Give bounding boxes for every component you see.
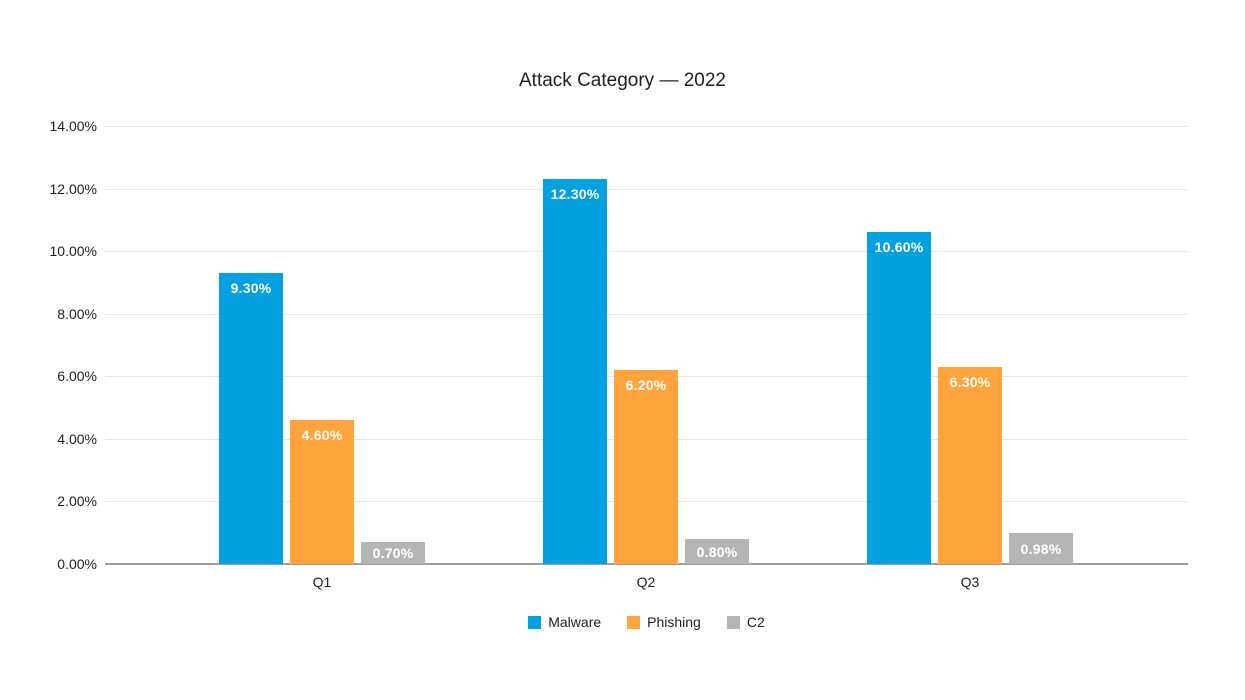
y-axis-tick-label: 6.00% (57, 368, 97, 385)
c2-bar-q1: 0.70% (361, 542, 425, 564)
gridline (105, 251, 1188, 253)
malware-bar-q2: 12.30% (543, 179, 607, 564)
bar-value-label: 10.60% (874, 239, 924, 255)
x-axis-line (105, 563, 1188, 565)
gridline (105, 313, 1188, 315)
bar-value-label: 0.70% (372, 545, 414, 561)
legend: Malware Phishing C2 (105, 614, 1188, 630)
legend-item-malware: Malware (528, 614, 601, 630)
legend-label: C2 (746, 614, 765, 630)
plot-area: 9.30% 4.60% 0.70% 12.30% 6.20% 0.80% 10.60% 6.3… (105, 126, 1188, 565)
x-axis-category-labels: Q1 Q2 Q3 (105, 574, 1188, 594)
bar-value-label: 6.30% (949, 374, 991, 390)
y-axis-tick-label: 2.00% (57, 493, 97, 510)
x-axis-category-label: Q1 (312, 574, 332, 590)
bar-value-label: 0.80% (696, 543, 738, 560)
bar-value-label: 4.60% (301, 427, 343, 443)
x-axis-category-label: Q3 (960, 574, 980, 590)
legend-item-phishing: Phishing (627, 614, 701, 630)
x-axis-category-label: Q2 (636, 574, 656, 590)
malware-bar-q1: 9.30% (219, 273, 283, 564)
gridline (105, 126, 1188, 127)
bar-value-label: 0.98% (1020, 540, 1062, 557)
malware-bar-q3: 10.60% (867, 232, 931, 564)
phishing-bar-q1: 4.60% (290, 420, 354, 564)
y-axis-tick-label: 12.00% (49, 180, 97, 197)
bar-group-q2: 12.30% 6.20% 0.80% (543, 179, 749, 564)
bar-group-q1: 9.30% 4.60% 0.70% (219, 273, 425, 564)
y-axis-tick-label: 0.00% (57, 556, 97, 572)
y-axis-tick-label: 14.00% (49, 118, 97, 134)
legend-swatch-icon (528, 615, 542, 629)
y-axis-tick-label: 4.00% (57, 430, 97, 447)
bar-value-label: 6.20% (625, 377, 667, 393)
gridline (105, 188, 1188, 190)
legend-item-c2: C2 (726, 614, 765, 630)
legend-swatch-icon (726, 615, 740, 629)
phishing-bar-q3: 6.30% (938, 367, 1002, 564)
y-axis-tick-label: 10.00% (49, 243, 97, 260)
phishing-bar-q2: 6.20% (614, 370, 678, 564)
chart-title: Attack Category — 2022 (519, 70, 726, 91)
legend-swatch-icon (627, 615, 641, 629)
bar-group-q3: 10.60% 6.30% 0.98% (867, 232, 1073, 564)
c2-bar-q3: 0.98% (1009, 533, 1073, 564)
bar-value-label: 9.30% (230, 280, 272, 296)
bar-value-label: 12.30% (550, 186, 600, 202)
legend-label: Malware (548, 614, 602, 630)
legend-label: Phishing (647, 614, 701, 630)
y-axis-tick-labels: 0.00% 2.00% 4.00% 6.00% 8.00% 10.00% 12.00% 14.… (0, 0, 97, 700)
y-axis-tick-label: 8.00% (57, 305, 97, 322)
c2-bar-q2: 0.80% (685, 539, 749, 564)
